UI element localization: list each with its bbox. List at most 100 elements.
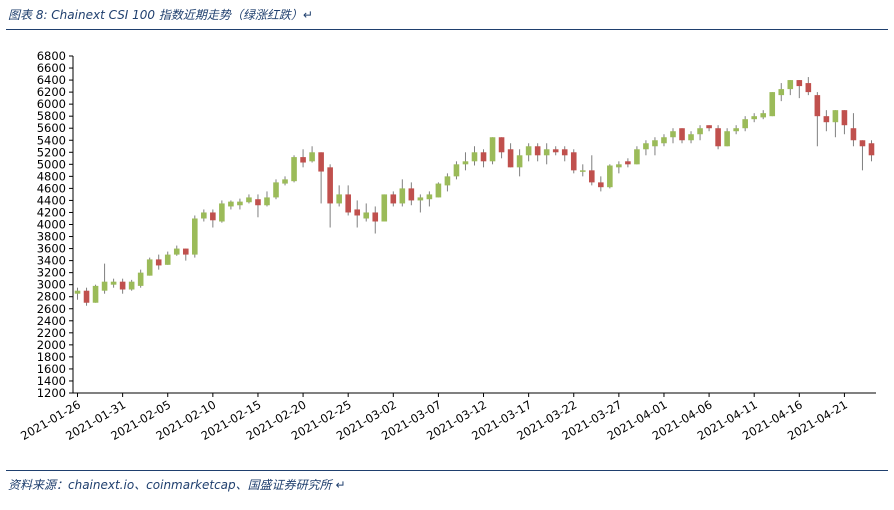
candle (832, 110, 839, 138)
candle (372, 206, 379, 234)
candle-body-down (408, 188, 415, 201)
y-tick-label: 6200 (37, 85, 66, 99)
candle (210, 209, 216, 228)
candle (480, 149, 487, 168)
candle (336, 185, 342, 207)
candle-body-up (399, 188, 406, 204)
candle (706, 125, 712, 132)
candle (83, 287, 90, 306)
candle (354, 200, 361, 228)
candle (173, 245, 180, 256)
candle (182, 248, 189, 261)
y-axis-ticks: 1200140016001800200022002400260028003000… (37, 49, 73, 400)
candle (634, 146, 640, 165)
candle-body-up (453, 164, 460, 177)
candle-body-down (841, 110, 848, 126)
candle-body-up (273, 182, 279, 198)
candle (137, 269, 144, 288)
candle (570, 149, 577, 174)
candle (246, 194, 252, 204)
y-tick-label: 6800 (37, 49, 66, 63)
candle (101, 263, 108, 294)
candle-body-down (372, 212, 379, 222)
candle (534, 143, 541, 162)
candle-body-up (742, 119, 748, 129)
candle-body-up (101, 281, 108, 291)
candle-body-up (173, 248, 180, 255)
candle-body-down (868, 143, 875, 156)
y-tick-label: 2600 (37, 302, 66, 316)
candle (715, 125, 721, 150)
x-axis-ticks: 2021-01-262021-01-312021-02-052021-02-10… (18, 393, 850, 443)
candle (616, 161, 622, 174)
candle (868, 140, 875, 162)
candle-body-down (706, 125, 712, 129)
candle (417, 194, 424, 213)
candle-body-down (390, 194, 397, 204)
candle-body-down (255, 199, 261, 206)
candle-body-up (607, 165, 613, 188)
candle (643, 140, 649, 156)
y-tick-label: 2200 (37, 326, 66, 340)
y-tick-label: 4800 (37, 169, 66, 183)
candle-body-down (210, 212, 216, 221)
candle-body-down (715, 128, 721, 147)
candle-body-down (354, 209, 361, 216)
candle (859, 140, 866, 171)
candle-body-down (814, 95, 821, 117)
candle (661, 134, 667, 147)
candle-body-up (516, 155, 523, 168)
candle (814, 92, 821, 147)
candle-body-up (751, 116, 757, 120)
candle (598, 176, 604, 192)
candle-body-down (83, 290, 90, 303)
candle (119, 278, 126, 294)
candle (273, 179, 279, 200)
candle (670, 128, 676, 144)
candle (399, 179, 406, 207)
y-tick-label: 5200 (37, 145, 66, 159)
candle-body-up (417, 197, 424, 201)
candle-body-up (543, 149, 550, 156)
candle (733, 125, 739, 135)
y-tick-label: 6600 (37, 61, 66, 75)
candle-body-down (480, 152, 487, 162)
top-rule (6, 29, 888, 30)
candle (607, 164, 613, 189)
candle (92, 284, 99, 303)
candle-body-up (219, 203, 225, 222)
candle (525, 143, 532, 162)
candle-body-down (679, 128, 685, 141)
candle-body-down (498, 137, 505, 153)
y-tick-label: 2400 (37, 314, 66, 328)
candle (237, 198, 243, 210)
candle (444, 173, 451, 192)
candle (164, 251, 171, 265)
candle-body-down (570, 152, 577, 171)
candle-body-up (444, 176, 451, 186)
candle (228, 200, 234, 210)
candle-body-down (300, 157, 306, 163)
candle (453, 161, 460, 180)
candle-body-up (778, 89, 785, 96)
candle-body-down (823, 116, 830, 123)
candle (201, 209, 207, 222)
candle-body-up (769, 92, 776, 117)
candle (309, 146, 315, 163)
candle-body-up (697, 128, 703, 135)
candle (652, 137, 658, 156)
y-tick-label: 4000 (37, 218, 66, 232)
y-tick-label: 3000 (37, 278, 66, 292)
candle (742, 116, 748, 132)
candle-body-up (110, 281, 117, 285)
y-tick-label: 2800 (37, 290, 66, 304)
candle (552, 146, 559, 156)
candle (625, 158, 631, 168)
candlestick-chart: 1200140016001800200022002400260028003000… (18, 49, 876, 443)
candle-body-up (525, 146, 532, 156)
candle-body-up (264, 197, 270, 206)
candle-body-down (588, 170, 595, 183)
candle (823, 110, 830, 132)
candle-body-up (381, 194, 388, 222)
y-tick-label: 2000 (37, 338, 66, 352)
